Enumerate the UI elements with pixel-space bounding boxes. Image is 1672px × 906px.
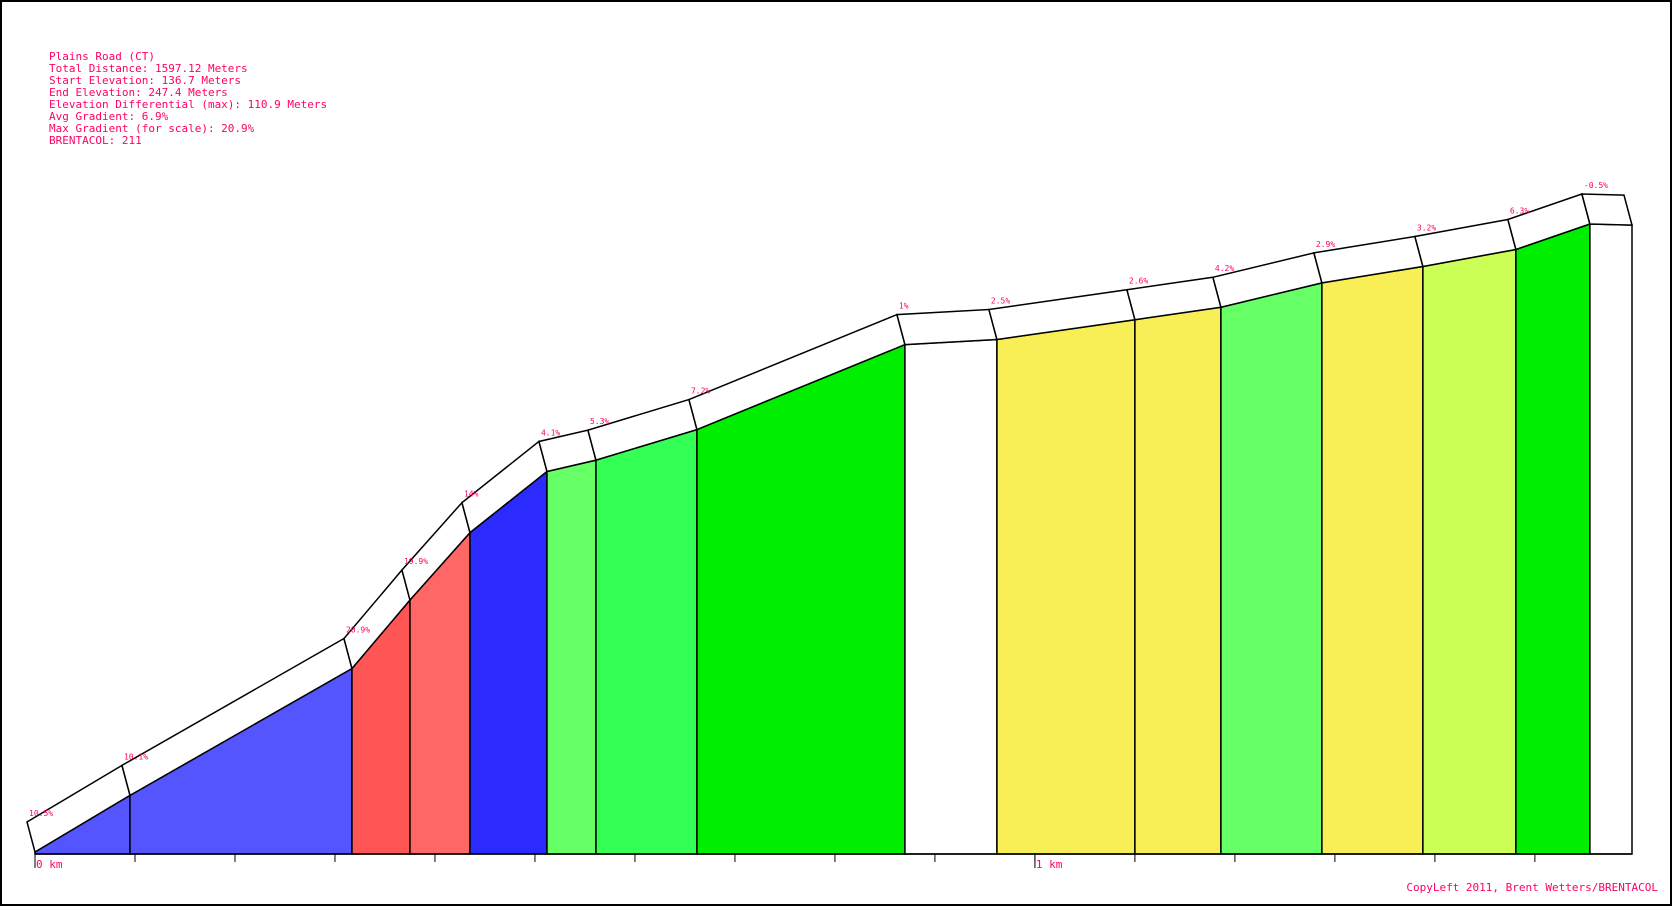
gradient-label: 4.2% — [1215, 264, 1234, 273]
route-info-line: BRENTACOL: 211 — [49, 134, 142, 147]
gradient-label: -0.5% — [1584, 181, 1608, 190]
gradient-segment-fill — [904, 338, 998, 855]
gradient-segment-fill — [469, 469, 548, 855]
route-info-line: Total Distance: 1597.12 Meters — [49, 62, 248, 75]
gradient-label: 19.9% — [404, 557, 428, 566]
gradient-segment-fill — [1515, 222, 1591, 855]
gradient-label: 14% — [464, 490, 479, 499]
gradient-label: 2.6% — [1129, 277, 1148, 286]
gradient-segment-fill — [595, 428, 698, 855]
route-info-line: Start Elevation: 136.7 Meters — [49, 74, 241, 87]
copyright-footer: CopyLeft 2011, Brent Wetters/BRENTACOL — [1406, 881, 1658, 894]
route-info-block: Plains Road (CT)Total Distance: 1597.12 … — [49, 50, 327, 147]
gradient-label: 3.2% — [1417, 223, 1436, 232]
gradient-segment-fill — [696, 343, 906, 855]
gradient-label: 2.5% — [991, 297, 1010, 306]
gradient-segment-fill — [1134, 306, 1222, 855]
gradient-segment-fill — [1321, 265, 1424, 855]
gradient-label: 1% — [899, 302, 909, 311]
gradient-segment-fill — [546, 459, 597, 855]
gradient-label: 6.3% — [1510, 206, 1529, 215]
route-info-line: Avg Gradient: 6.9% — [49, 110, 169, 123]
gradient-label: 5.3% — [590, 417, 609, 426]
gradient-segments — [34, 222, 1633, 855]
road-ribbon-segment — [1580, 193, 1633, 226]
gradient-label: 2.9% — [1316, 240, 1335, 249]
gradient-labels: 10.5% 10.1% 20.9% 19.9% 14% 4.1% 5.3% 7.2% 1% 2.5… — [29, 181, 1608, 818]
distance-axis: 0 km 1 km — [34, 853, 1632, 871]
gradient-segment-fill — [1220, 281, 1323, 855]
gradient-label: 4.1% — [541, 428, 560, 437]
road-ribbon-segment — [895, 308, 998, 346]
x-axis-tick-label: 1 km — [1036, 858, 1063, 871]
gradient-segment-fill — [1422, 248, 1517, 855]
gradient-segment-fill — [996, 318, 1136, 855]
gradient-segment-fill — [1589, 223, 1633, 855]
gradient-label: 7.2% — [691, 387, 710, 396]
route-info-line: Max Gradient (for scale): 20.9% — [49, 122, 255, 135]
road-ribbon — [26, 193, 1633, 854]
gradient-label: 10.1% — [124, 752, 148, 761]
route-title: Plains Road (CT) — [49, 50, 155, 63]
gradient-label: 20.9% — [346, 626, 370, 635]
x-axis-tick-label: 0 km — [36, 858, 63, 871]
gradient-label: 10.5% — [29, 809, 53, 818]
route-info-line: End Elevation: 247.4 Meters — [49, 86, 228, 99]
route-info-line: Elevation Differential (max): 110.9 Mete… — [49, 98, 327, 111]
